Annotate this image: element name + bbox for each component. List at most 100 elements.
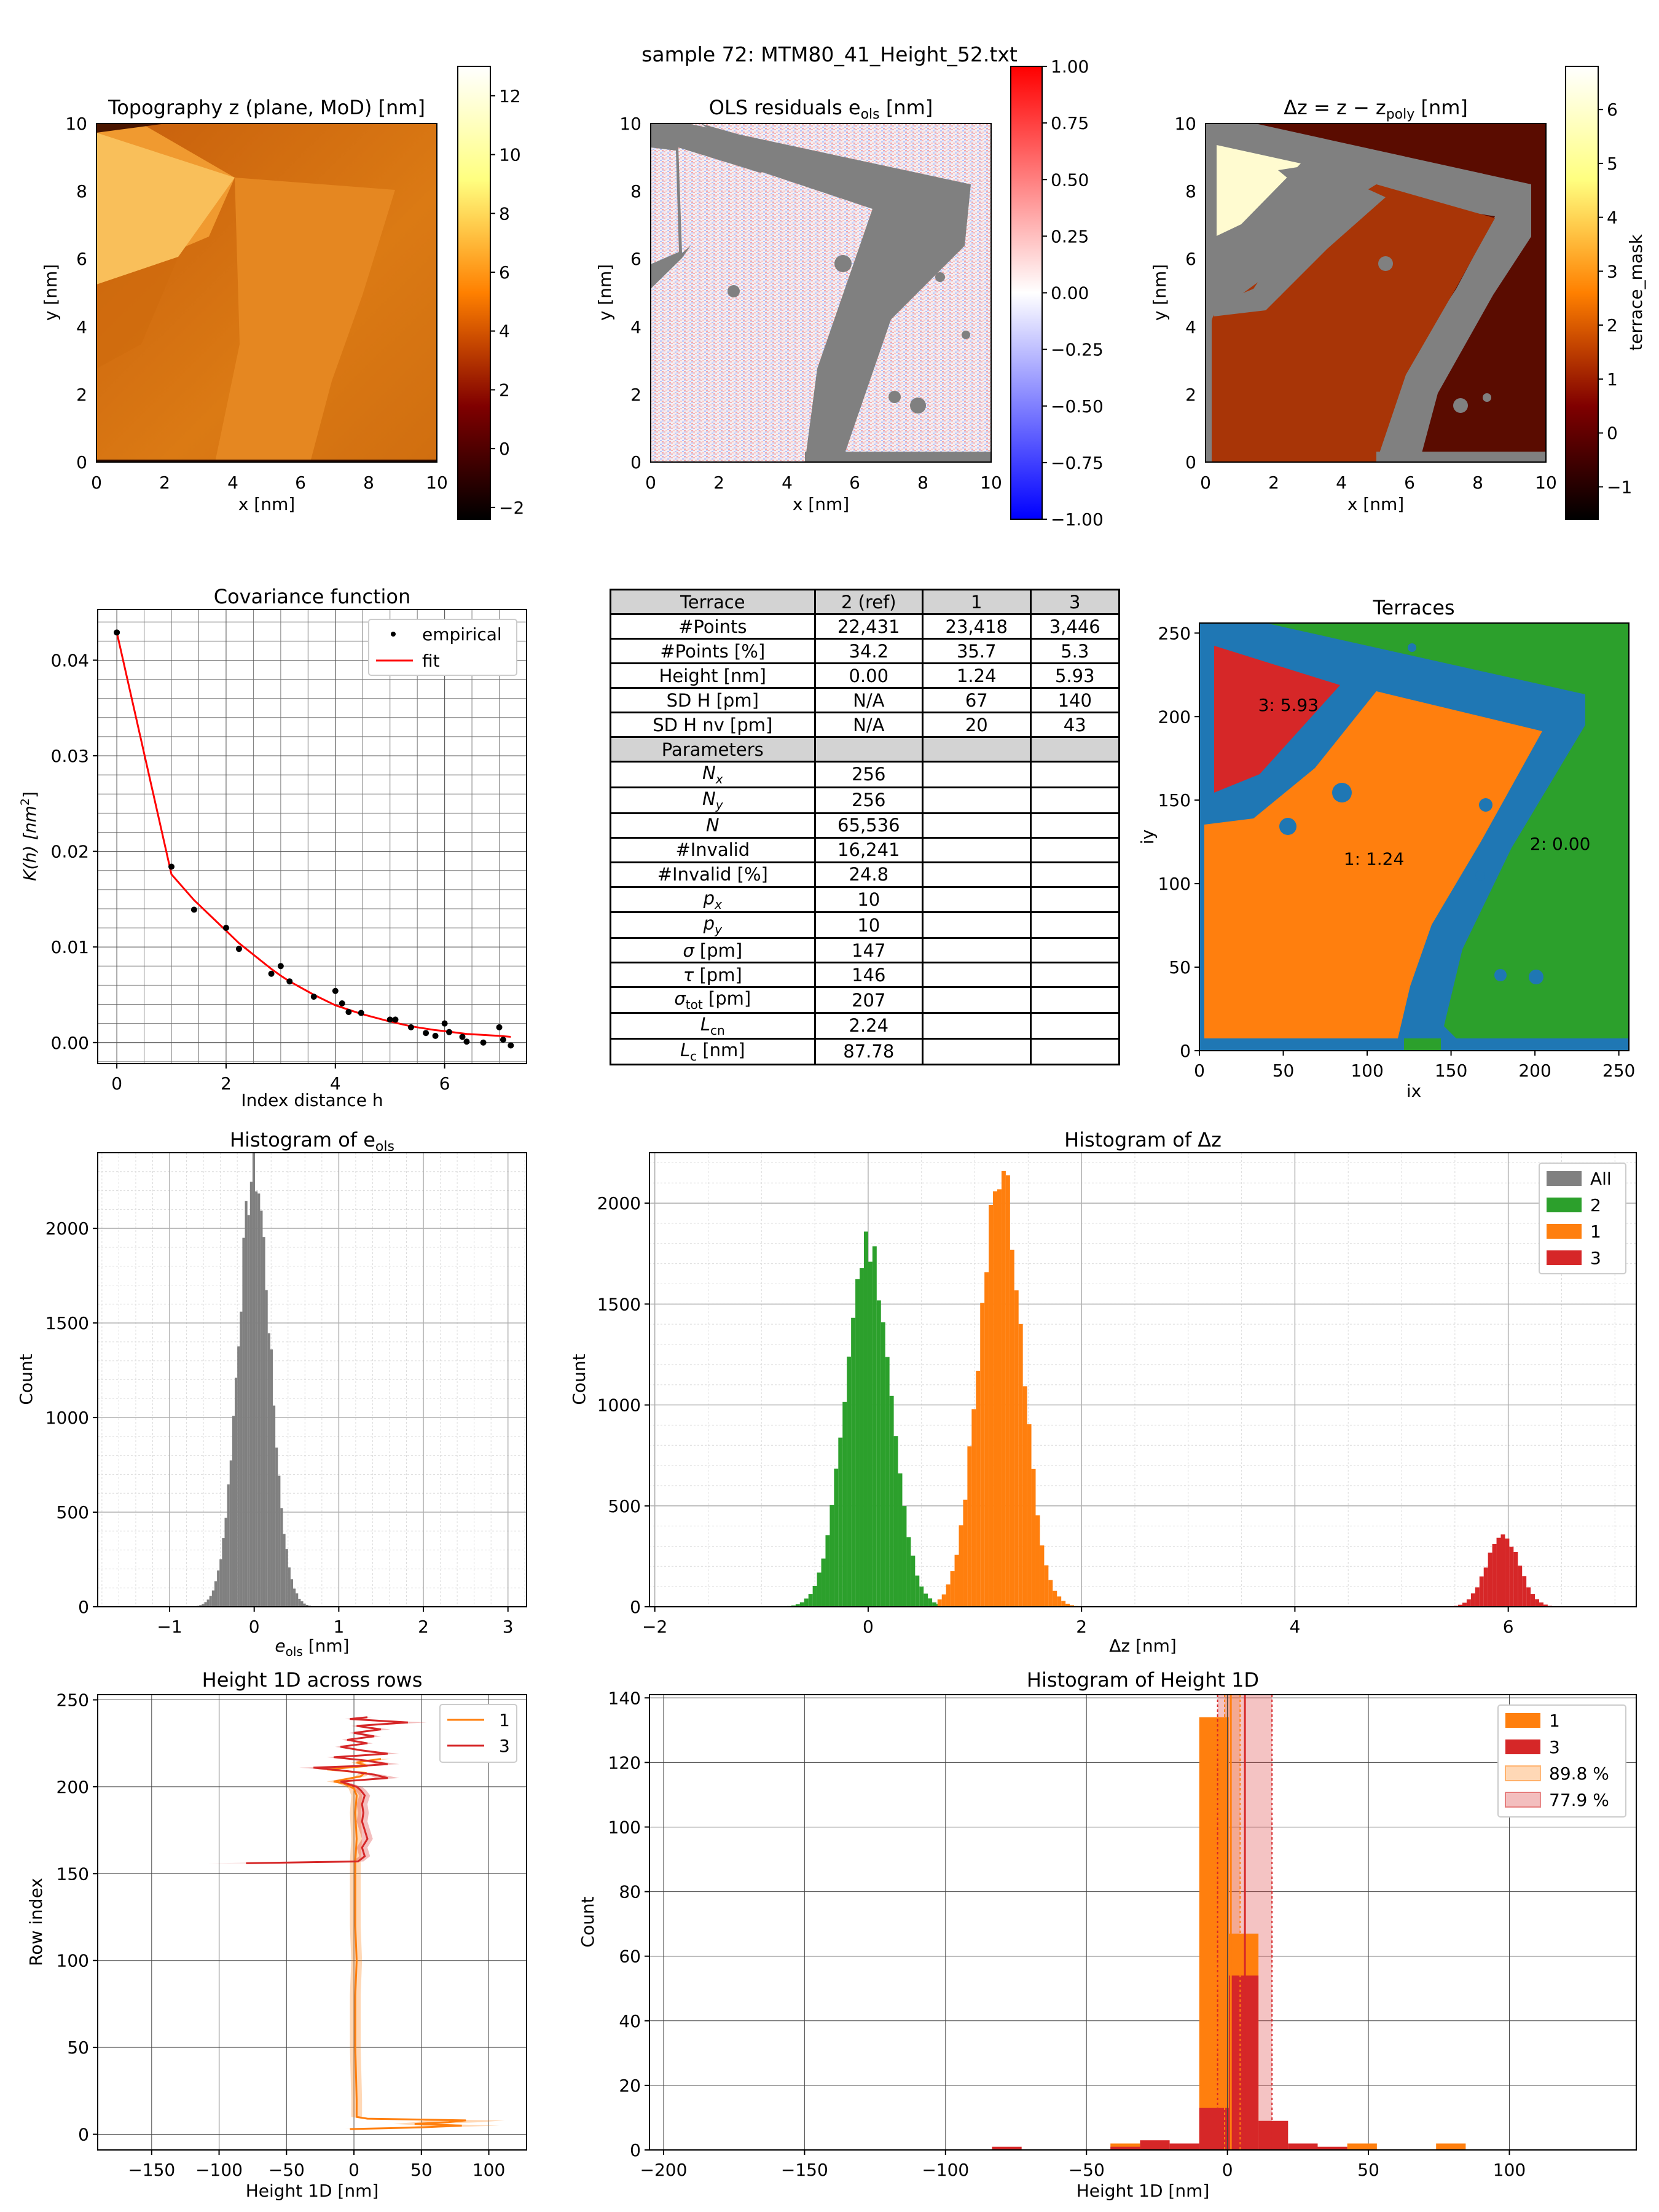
parameter-name: Nx: [610, 761, 816, 788]
x-tick-label: −150: [781, 2160, 828, 2180]
legend: 1 3 89.8 % 77.9 %: [1497, 1704, 1626, 1818]
y-axis-label: Row index: [26, 1878, 46, 1966]
colorbar-tick-label: −2: [499, 498, 524, 518]
table-header-row: Terrace 2 (ref) 1 3: [610, 589, 1120, 615]
histogram-bar: [1526, 1587, 1531, 1607]
y-tick-label: 120: [608, 1752, 641, 1773]
figure-title: sample 72: MTM80_41_Height_52.txt: [641, 42, 1018, 66]
histogram-bar: [937, 1599, 942, 1607]
empirical-point: [339, 1000, 345, 1006]
histogram-bar: [1010, 1249, 1014, 1607]
histogram-bar: [1228, 1975, 1259, 2150]
y-tick-label: 150: [1158, 790, 1191, 810]
empty-cell: [922, 812, 1032, 839]
parameter-value: 256: [814, 786, 924, 814]
histogram-bar: [880, 1322, 885, 1607]
legend: 1 3: [439, 1704, 517, 1763]
empty-cell: [1029, 962, 1120, 989]
x-tick-label: 150: [1435, 1061, 1467, 1081]
header-cell: [814, 736, 924, 763]
histogram-bar: [217, 1570, 220, 1607]
histogram-bar: [303, 1603, 306, 1607]
histogram-bar: [812, 1585, 817, 1607]
histogram-bar: [1044, 1565, 1049, 1607]
histogram-bar: [283, 1534, 286, 1607]
parameter-name: Lc [nm]: [610, 1037, 816, 1065]
histogram-bar: [1169, 2143, 1199, 2150]
histogram-bar: [1462, 1602, 1467, 1607]
table-cell: SD H [pm]: [610, 687, 816, 713]
header-cell: [922, 736, 1032, 763]
parameter-value: 65,536: [814, 812, 924, 839]
histogram-bar: [1035, 1515, 1040, 1607]
empty-cell: [922, 986, 1032, 1014]
histogram-bar: [889, 1395, 894, 1607]
empty-cell: [922, 962, 1032, 989]
empty-cell: [922, 911, 1032, 939]
histogram-bar: [1018, 1324, 1023, 1607]
histogram-bar: [967, 1446, 972, 1607]
histogram-bar: [245, 1201, 248, 1607]
table-cell: 5.3: [1029, 638, 1120, 664]
terrace-label: 1: 1.24: [1344, 849, 1405, 869]
colorbar-tick-label: 12: [499, 86, 521, 106]
x-tick: 8: [363, 473, 374, 493]
chart-title: Height 1D across rows: [202, 1668, 423, 1692]
empirical-point: [459, 1033, 466, 1040]
y-axis-label: y [nm]: [1150, 264, 1170, 321]
legend-label: 1: [1590, 1222, 1601, 1242]
x-tick-label: 6: [1503, 1617, 1514, 1637]
parameter-row: #Invalid 16,241: [610, 836, 1120, 863]
legend-marker-empirical: [391, 632, 396, 637]
histogram-bar: [298, 1598, 301, 1607]
y-tick: 4: [630, 317, 641, 337]
histogram-bar: [1509, 1547, 1514, 1607]
residuals-title: OLS residuals eols [nm]: [709, 96, 933, 122]
parameter-value: 87.78: [814, 1037, 924, 1065]
y-tick: 2: [630, 385, 641, 405]
empirical-point: [114, 629, 120, 636]
x-tick-label: 2: [418, 1617, 429, 1637]
empirical-point: [310, 994, 317, 1000]
histogram-bar: [1475, 1587, 1480, 1607]
x-tick-label: 0: [1222, 2160, 1233, 2180]
x-tick: 4: [1336, 473, 1347, 493]
histogram-bar: [1513, 1551, 1518, 1607]
table-cell: Height [nm]: [610, 662, 816, 689]
y-tick-label: 0: [1180, 1041, 1191, 1061]
residuals-yticks: 0 2 4 6 8 10: [619, 114, 641, 473]
x-axis-label: x [nm]: [793, 494, 849, 514]
histogram-bar: [851, 1317, 856, 1607]
legend-label: 1: [499, 1710, 510, 1730]
empirical-point: [345, 1008, 352, 1015]
histogram-bar: [285, 1549, 288, 1607]
x-axis-label: Height 1D [nm]: [1077, 2181, 1210, 2201]
y-tick-label: 250: [1158, 623, 1191, 643]
y-tick-label: 1500: [597, 1294, 641, 1314]
parameter-row: σtot [pm] 207: [610, 986, 1120, 1014]
parameter-name: N: [610, 812, 816, 839]
histogram-bar: [915, 1575, 920, 1607]
y-tick: 0: [76, 452, 87, 473]
colorbar-tick-label: 2: [499, 380, 510, 400]
histogram-bar: [240, 1311, 243, 1607]
x-tick: 10: [426, 473, 448, 493]
histogram-bar: [804, 1598, 809, 1607]
hist-eols-chart: Histogram of eols −1 0 1 2 3 0 500 1000 1500 2000…: [16, 1128, 527, 1659]
colorbar-tick-label: 0.25: [1051, 226, 1089, 246]
histogram-bar: [791, 1605, 796, 1607]
parameter-row: px 10: [610, 885, 1120, 914]
parameter-row: Ny 256: [610, 786, 1120, 814]
topography-xticks: 0 2 4 6 8 10: [91, 473, 448, 493]
histogram-bar: [1347, 2143, 1377, 2150]
parameter-value: 147: [814, 937, 924, 964]
histogram-bar: [235, 1378, 238, 1607]
empty-cell: [922, 885, 1032, 914]
histogram-bar: [1070, 1605, 1075, 1607]
histogram-bar: [1492, 1543, 1497, 1607]
histogram-bar: [1470, 1593, 1475, 1607]
terraces-chart: Terraces 0 50 100 150 200 250050100150200250 …: [1137, 596, 1635, 1101]
colorbar-tick-label: 4: [499, 321, 510, 342]
colorbar-tick-label: 4: [1607, 208, 1618, 228]
